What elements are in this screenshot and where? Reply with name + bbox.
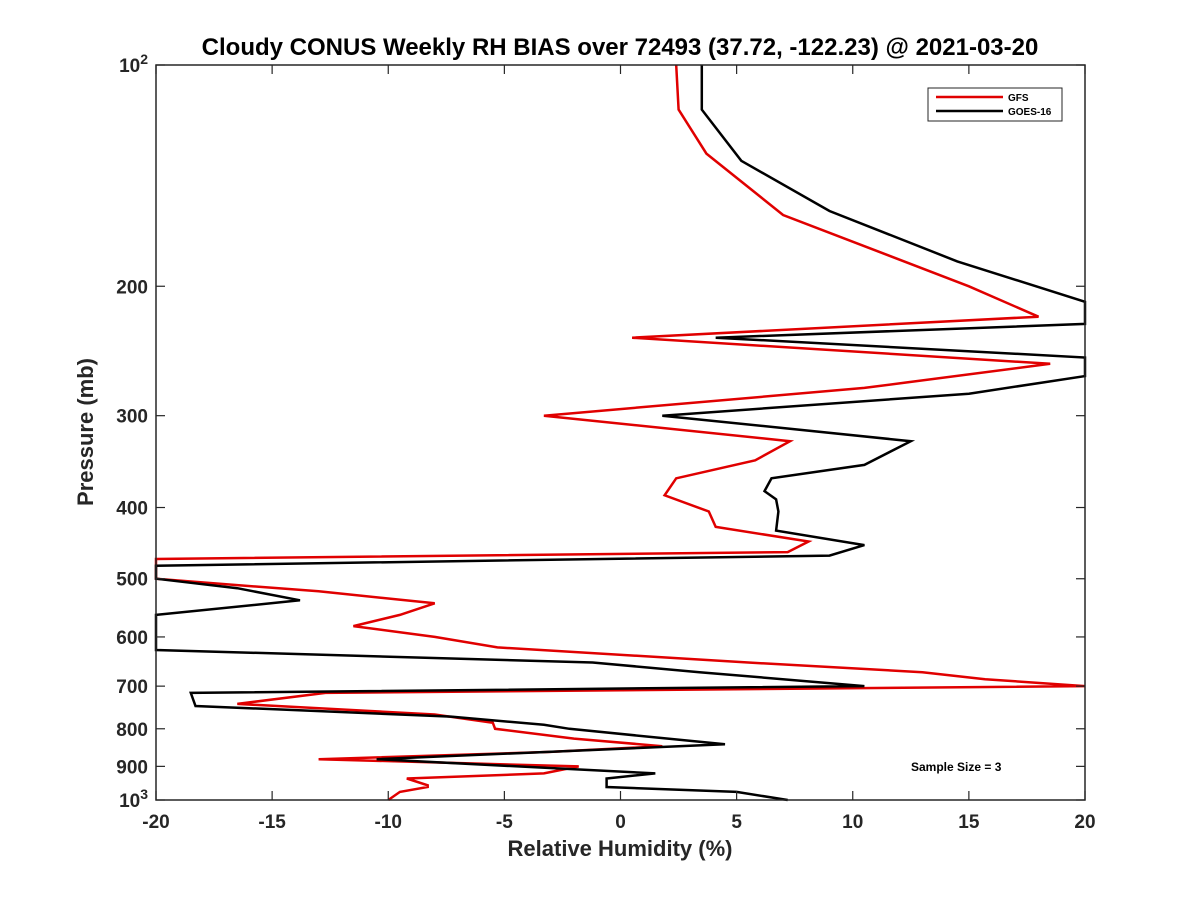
x-tick-label: 15 [958,812,980,833]
y-axis-ticks: 102 200 300 400 500 600 700 800 900 103 [116,51,1085,812]
series-line-goes16 [154,65,1087,802]
y-tick-label: 500 [116,570,148,591]
legend-label-gfs: GFS [1008,93,1029,104]
y-tick-label: 300 [116,407,148,428]
y-tick-label: 600 [116,628,148,649]
x-tick-label: 0 [615,812,626,833]
y-tick-label: 400 [116,499,148,520]
sample-size-annotation: Sample Size = 3 [911,760,1002,774]
legend-label-goes16: GOES-16 [1008,107,1052,118]
x-tick-label: 5 [731,812,742,833]
x-tick-label: 10 [842,812,863,833]
x-axis-label: Relative Humidity (%) [508,836,733,861]
y-tick-label: 800 [116,720,148,741]
x-tick-label: -10 [375,812,402,833]
x-tick-label: -20 [142,812,169,833]
legend: GFS GOES-16 [927,87,1063,122]
y-tick-label: 700 [116,677,148,698]
y-tick-label: 900 [116,757,148,778]
y-tick-label: 102 [119,51,148,77]
plot-area [154,64,1087,802]
y-tick-label: 200 [116,277,148,298]
x-tick-label: 20 [1074,812,1095,833]
x-tick-label: -5 [496,812,513,833]
legend-box [927,87,1063,122]
y-axis-label: Pressure (mb) [73,358,98,506]
x-axis-ticks: -20 -15 -10 -5 0 5 10 15 20 [142,65,1096,833]
chart-title: Cloudy CONUS Weekly RH BIAS over 72493 (… [202,34,1039,61]
x-tick-label: -15 [258,812,286,833]
y-tick-label: 103 [119,786,148,812]
series-layer [154,64,1087,802]
